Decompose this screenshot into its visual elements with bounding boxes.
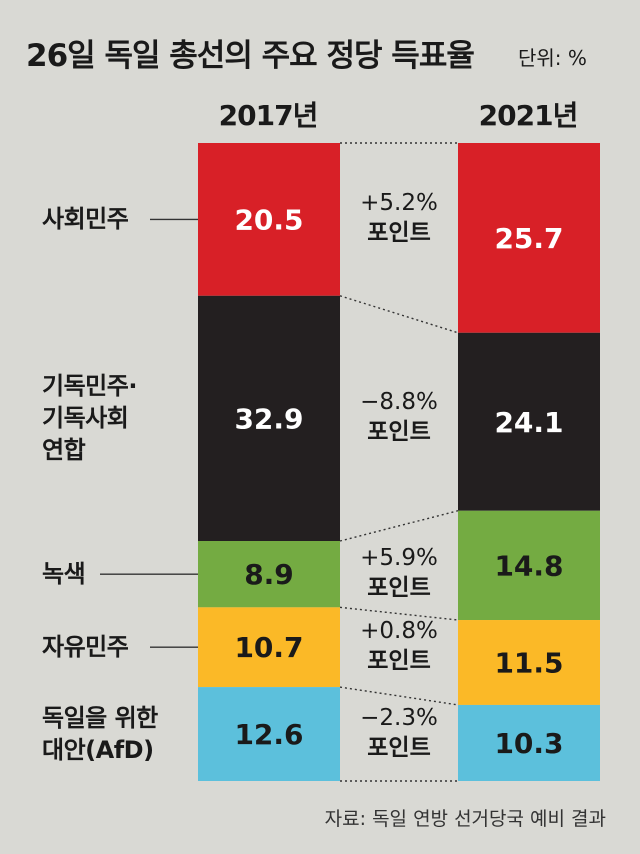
- bar-segment-독일을-위한-대안-AfD-2021: [458, 704, 600, 781]
- party-label-line: 독일을 위한: [42, 704, 158, 733]
- bar-segment-기독민주-기독사회-연합-2017: [198, 295, 340, 542]
- party-label-line: 자유민주: [42, 633, 129, 662]
- bar-segment-사회민주-2021: [458, 143, 600, 333]
- data-label: 10.7: [234, 631, 303, 664]
- connector-line: [339, 295, 459, 334]
- year-label-2021: 2021년: [478, 99, 579, 132]
- change-annotation: +5.2% 포인트: [340, 188, 458, 248]
- change-unit: 포인트: [367, 419, 431, 446]
- data-label: 10.3: [494, 727, 563, 760]
- data-label: 20.5: [234, 203, 303, 236]
- bar-segment-녹색-2021: [458, 510, 600, 621]
- party-label-line: 기독민주·: [42, 372, 137, 401]
- party-label-line: 기독사회: [42, 404, 129, 433]
- change-annotation: −2.3% 포인트: [340, 703, 458, 763]
- party-label-line: 녹색: [42, 560, 86, 589]
- data-label: 12.6: [234, 718, 303, 751]
- chart-title: 26일 독일 총선의 주요 정당 득표율: [26, 38, 475, 74]
- party-label-line: 대안(AfD): [42, 736, 154, 765]
- change-value: +0.8%: [360, 618, 438, 645]
- data-label: 8.9: [244, 558, 294, 591]
- bar-segment-자유민주-2017: [198, 607, 340, 688]
- change-value: +5.9%: [360, 545, 438, 572]
- connector-line: [339, 510, 459, 542]
- bar-segment-독일을-위한-대안-AfD-2017: [198, 687, 340, 781]
- year-label-2017: 2017년: [218, 99, 319, 132]
- change-value: +5.2%: [360, 190, 438, 217]
- bar-segment-녹색-2017: [198, 541, 340, 608]
- change-unit: 포인트: [367, 220, 431, 247]
- source-note: 자료: 독일 연방 선거당국 예비 결과: [324, 808, 606, 830]
- data-label: 11.5: [494, 646, 563, 679]
- party-label-line: 사회민주: [42, 205, 129, 234]
- bar-segment-기독민주-기독사회-연합-2021: [458, 332, 600, 511]
- data-label: 24.1: [494, 406, 563, 439]
- party-label-사회민주: 사회민주: [42, 203, 129, 235]
- change-unit: 포인트: [367, 735, 431, 762]
- bar-segment-자유민주-2021: [458, 620, 600, 705]
- unit-label: 단위: %: [518, 46, 587, 70]
- data-label: 14.8: [494, 549, 563, 582]
- party-label-line: 연합: [42, 436, 86, 465]
- party-label-자유민주: 자유민주: [42, 631, 129, 663]
- change-unit: 포인트: [367, 575, 431, 602]
- data-label: 25.7: [494, 222, 563, 255]
- change-annotation: +5.9% 포인트: [340, 543, 458, 603]
- change-annotation: +0.8% 포인트: [340, 616, 458, 676]
- change-unit: 포인트: [367, 648, 431, 675]
- change-value: −8.8%: [360, 389, 438, 416]
- party-label-녹색: 녹색: [42, 558, 86, 590]
- bar-segment-사회민주-2017: [198, 143, 340, 296]
- data-label: 32.9: [234, 402, 303, 435]
- change-annotation: −8.8% 포인트: [340, 387, 458, 447]
- change-value: −2.3%: [360, 705, 438, 732]
